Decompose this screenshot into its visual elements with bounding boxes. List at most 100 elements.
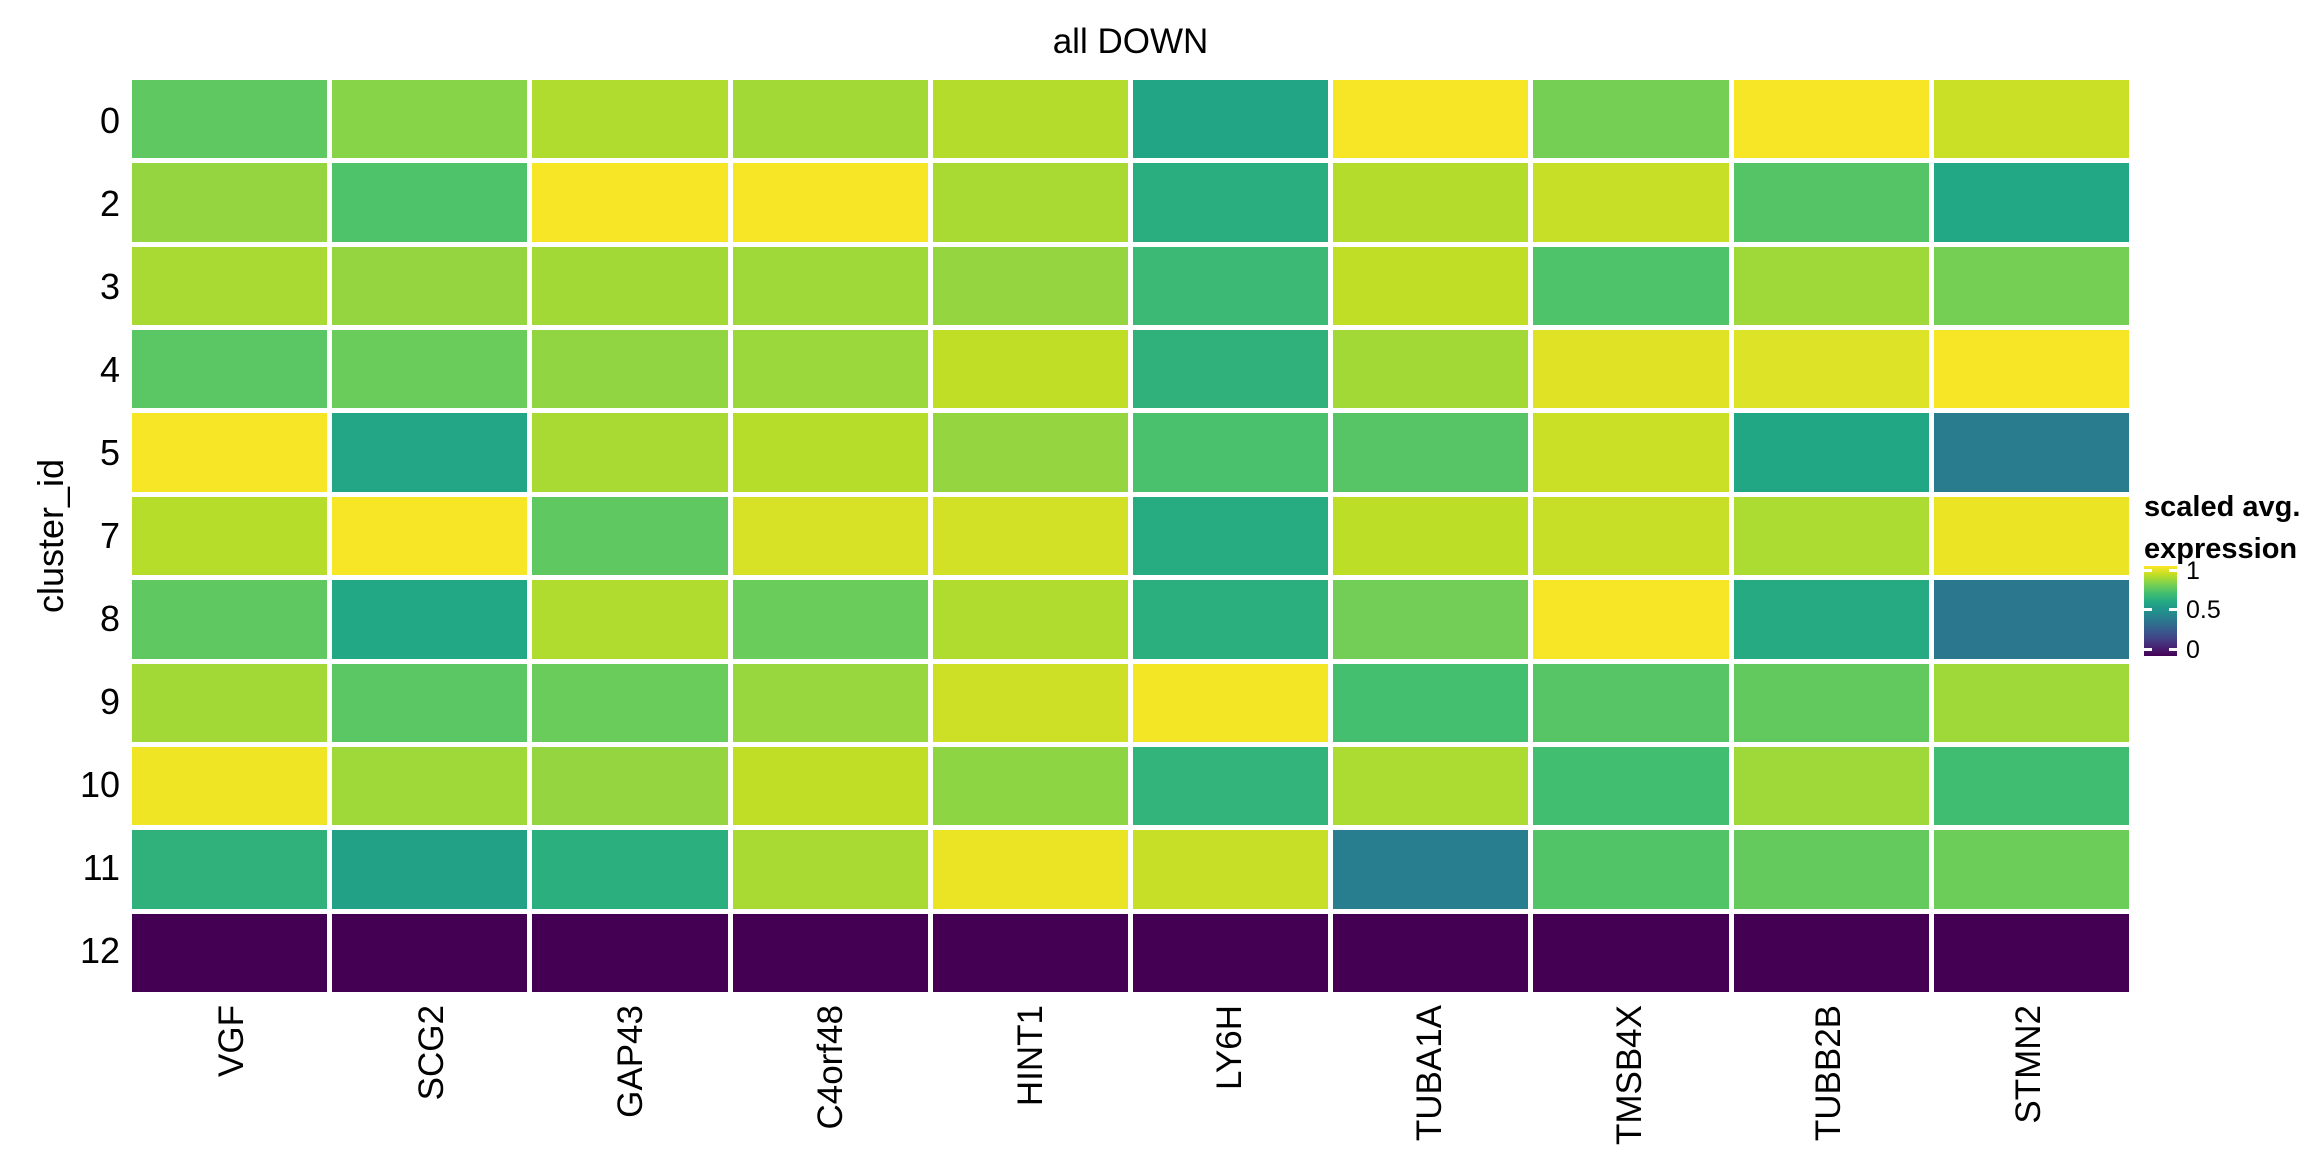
legend-tick-label: 0.5 xyxy=(2186,595,2221,624)
heatmap-cell xyxy=(1333,330,1529,409)
heatmap-cell xyxy=(132,80,328,159)
heatmap-cell xyxy=(132,913,328,992)
x-tick-label: HINT1 xyxy=(1010,1005,1050,1107)
heatmap-cell xyxy=(932,746,1128,826)
heatmap-cell xyxy=(1132,330,1329,409)
heatmap-cell xyxy=(1933,580,2129,659)
heatmap-cell xyxy=(532,663,728,742)
heatmap-cell xyxy=(132,163,328,242)
x-tick-label: GAP43 xyxy=(611,1005,651,1118)
heatmap-cell xyxy=(1733,663,1929,742)
heatmap-cell xyxy=(1132,746,1329,826)
heatmap-cell xyxy=(132,580,328,659)
heatmap-cell xyxy=(1333,163,1529,242)
legend-tick-mark xyxy=(2144,608,2152,611)
heatmap-cell xyxy=(1733,913,1929,992)
y-tick-label: 3 xyxy=(99,266,120,308)
heatmap-cell xyxy=(732,913,928,992)
heatmap-cell xyxy=(932,496,1128,576)
heatmap-cell xyxy=(532,746,728,826)
legend-tick-mark xyxy=(2144,648,2152,651)
heatmap-cell xyxy=(732,80,928,159)
heatmap-cell xyxy=(1333,413,1529,492)
heatmap-cell xyxy=(732,246,928,326)
heatmap-cell xyxy=(732,746,928,826)
heatmap-cell xyxy=(132,663,328,742)
heatmap-cell xyxy=(1132,413,1329,492)
x-tick-label: TUBB2B xyxy=(1809,1005,1849,1142)
heatmap-cell xyxy=(1933,496,2129,576)
x-tick-label: VGF xyxy=(211,1005,251,1077)
legend-tick-mark xyxy=(2144,569,2152,572)
heatmap-cell xyxy=(532,580,728,659)
heatmap-cell xyxy=(1533,163,1729,242)
heatmap-cell xyxy=(732,830,928,909)
heatmap-cell xyxy=(1933,163,2129,242)
heatmap-cell xyxy=(732,413,928,492)
heatmap-cell xyxy=(932,663,1128,742)
heatmap-cell xyxy=(1333,746,1529,826)
heatmap-cell xyxy=(1533,330,1729,409)
heatmap-cell xyxy=(1533,830,1729,909)
heatmap-cell xyxy=(1933,330,2129,409)
heatmap-cell xyxy=(1933,746,2129,826)
heatmap-cell xyxy=(532,330,728,409)
heatmap-cell xyxy=(1533,746,1729,826)
x-tick-label: TMSB4X xyxy=(1609,1005,1649,1146)
heatmap-cell xyxy=(932,163,1128,242)
heatmap-cell xyxy=(1533,496,1729,576)
heatmap-cell xyxy=(1933,246,2129,326)
heatmap-cell xyxy=(332,246,528,326)
heatmap-cell xyxy=(1533,580,1729,659)
y-tick-label: 12 xyxy=(79,929,120,971)
heatmap-cell xyxy=(732,580,928,659)
heatmap-cell xyxy=(932,913,1128,992)
legend-title-line2: expression xyxy=(2144,533,2298,565)
y-tick-label: 7 xyxy=(99,515,120,556)
heatmap-cell xyxy=(1733,246,1929,326)
heatmap-cell xyxy=(932,80,1128,159)
heatmap-cell xyxy=(1933,663,2129,742)
heatmap-cell xyxy=(532,163,728,242)
heatmap-cell xyxy=(1733,330,1929,409)
heatmap-cell xyxy=(1333,246,1529,326)
heatmap-cell xyxy=(332,663,528,742)
heatmap-cell xyxy=(1733,413,1929,492)
heatmap-cell xyxy=(932,580,1128,659)
heatmap-cell xyxy=(1533,413,1729,492)
heatmap-cell xyxy=(132,330,328,409)
heatmap-cell xyxy=(1132,80,1329,159)
x-tick-label: TUBA1A xyxy=(1410,1005,1450,1142)
heatmap-cell xyxy=(332,496,528,576)
heatmap-cell xyxy=(732,330,928,409)
legend-title: scaled avg. expression xyxy=(2144,486,2300,570)
heatmap-cell xyxy=(332,830,528,909)
heatmap-cell xyxy=(932,330,1128,409)
heatmap-cell xyxy=(532,496,728,576)
legend-title-line1: scaled avg. xyxy=(2144,491,2301,523)
heatmap-cell xyxy=(1132,163,1329,242)
heatmap-cell xyxy=(732,663,928,742)
y-tick-label: 11 xyxy=(82,846,120,888)
heatmap-cell xyxy=(1933,830,2129,909)
legend-tick-label: 1 xyxy=(2186,556,2200,585)
heatmap-cell xyxy=(1533,246,1729,326)
heatmap-cell xyxy=(132,830,328,909)
heatmap-cell xyxy=(532,830,728,909)
heatmap-cell xyxy=(532,413,728,492)
heatmap-cell xyxy=(1533,663,1729,742)
x-tick-label: STMN2 xyxy=(2009,1005,2049,1124)
heatmap-cell xyxy=(1333,663,1529,742)
heatmap-cell xyxy=(332,330,528,409)
heatmap-cell xyxy=(332,163,528,242)
y-tick-label: 4 xyxy=(99,349,120,391)
heatmap-cell xyxy=(1333,80,1529,159)
heatmap-cell xyxy=(332,80,528,159)
heatmap-cell xyxy=(132,496,328,576)
heatmap-cell xyxy=(1132,663,1329,742)
heatmap-cell xyxy=(1933,80,2129,159)
y-tick-label: 10 xyxy=(79,763,120,805)
heatmap-cell xyxy=(1733,496,1929,576)
heatmap-cell xyxy=(932,246,1128,326)
